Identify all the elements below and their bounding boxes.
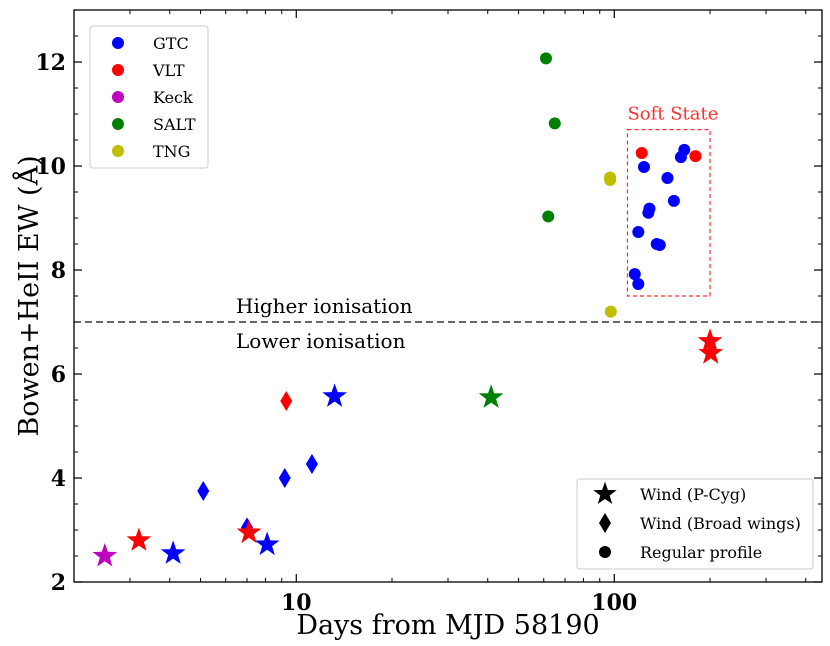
data-point-gtc-circle [678, 143, 691, 156]
data-point-gtc-circle [628, 268, 641, 281]
threshold-group: Higher ionisation Lower ionisation [74, 294, 822, 353]
y-tick-label: 4 [51, 466, 66, 492]
legend-label-diamond: Wind (Broad wings) [640, 514, 801, 533]
legend-label-star: Wind (P-Cyg) [640, 485, 746, 504]
legend-marker-circle [599, 546, 611, 558]
soft-state-label: Soft State [627, 104, 718, 125]
higher-ionisation-label: Higher ionisation [236, 294, 413, 318]
x-tick-label: 10 [281, 590, 312, 616]
legend-label-circle: Regular profile [640, 543, 762, 562]
data-point-salt-circle [542, 210, 555, 223]
soft-state-group: Soft State [626, 104, 718, 297]
data-point-vlt-circle [689, 150, 702, 163]
data-point-gtc-circle [661, 171, 674, 184]
legend-marker-keck [112, 91, 124, 103]
soft-state-box [626, 129, 711, 297]
data-points [92, 52, 724, 567]
data-point-vlt-diamond [280, 391, 293, 412]
legend-label-vlt: VLT [152, 61, 185, 80]
data-point-tng-circle [604, 305, 617, 318]
data-point-gtc-diamond [278, 468, 291, 488]
data-point-gtc-circle [643, 202, 656, 215]
y-tick-label: 8 [51, 258, 66, 284]
data-point-gtc-circle [667, 194, 680, 207]
legend-label-tng: TNG [153, 142, 190, 161]
y-tick-label: 6 [51, 362, 66, 388]
tick-labels: 10 100 2 4 6 8 10 12 [35, 50, 637, 616]
data-point-salt-circle [540, 52, 553, 65]
axes-frame [73, 9, 823, 583]
y-tick-label: 12 [35, 50, 66, 76]
telescope-legend-box [89, 25, 209, 169]
data-point-gtc-circle [653, 239, 666, 252]
profile-legend-box [576, 478, 814, 570]
data-point-salt-star [478, 384, 504, 408]
profile-legend: Wind (P-Cyg) Wind (Broad wings) Regular pr… [576, 478, 814, 570]
data-point-gtc-star [322, 383, 347, 407]
data-point-gtc-diamond [197, 481, 210, 501]
lower-ionisation-label: Lower ionisation [236, 329, 406, 353]
data-point-vlt-circle [635, 147, 648, 159]
data-point-tng-circle [604, 171, 617, 184]
data-point-gtc-star [160, 540, 186, 564]
data-point-gtc-star [254, 531, 280, 556]
data-point-gtc-circle [632, 278, 645, 291]
data-point-vlt-star [698, 340, 724, 364]
data-point-salt-circle [548, 117, 561, 130]
legend-label-keck: Keck [153, 88, 193, 107]
data-point-keck-star [92, 543, 118, 567]
legend-marker-salt [112, 118, 124, 130]
data-point-vlt-star [697, 328, 723, 352]
x-axis-label: Days from MJD 58190 [296, 610, 599, 641]
telescope-legend: GTC VLT Keck SALT TNG [89, 25, 209, 169]
data-point-gtc-circle [632, 226, 645, 239]
legend-marker-star [593, 481, 617, 504]
data-point-gtc-diamond [305, 453, 318, 474]
y-axis-label: Bowen+HeII EW (Å) [12, 155, 45, 436]
y-tick-label: 10 [35, 154, 66, 180]
x-tick-label: 100 [591, 590, 637, 616]
legend-marker-diamond [599, 513, 611, 533]
y-tick-label: 2 [51, 570, 66, 596]
legend-label-gtc: GTC [153, 34, 189, 53]
legend-marker-tng [112, 145, 124, 157]
data-point-vlt-star [126, 527, 152, 551]
data-point-vlt-star [236, 519, 262, 544]
legend-label-salt: SALT [153, 115, 196, 134]
data-point-gtc-circle [637, 161, 650, 174]
legend-marker-vlt [112, 64, 124, 76]
legend-marker-gtc [112, 37, 124, 49]
